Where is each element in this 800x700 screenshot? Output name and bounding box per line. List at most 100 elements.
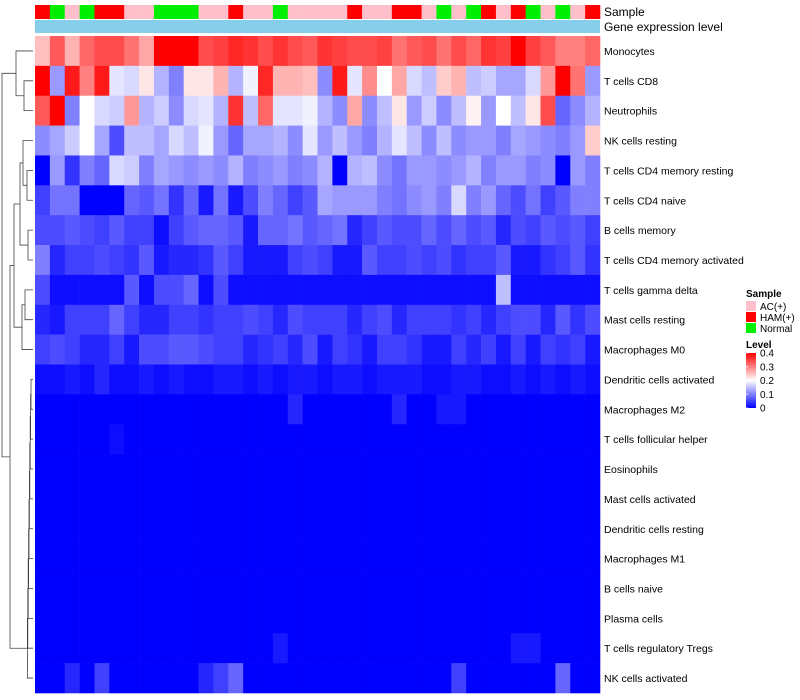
heatmap-cell bbox=[525, 633, 541, 664]
heatmap-cell bbox=[495, 424, 512, 455]
heatmap-cell bbox=[436, 95, 452, 126]
heatmap-cell bbox=[213, 513, 229, 544]
heatmap-cell bbox=[585, 364, 601, 395]
heatmap-cell bbox=[302, 603, 318, 634]
sample-annotation-cell bbox=[302, 5, 318, 19]
heatmap-cell bbox=[139, 364, 155, 395]
heatmap-cell bbox=[436, 663, 452, 694]
heatmap-cell bbox=[317, 274, 333, 306]
heatmap-cell bbox=[153, 364, 170, 395]
heatmap-cell bbox=[64, 424, 80, 455]
heatmap-cell bbox=[183, 334, 199, 365]
heatmap-cell bbox=[555, 424, 571, 455]
heatmap-cell bbox=[302, 245, 318, 276]
heatmap-cell bbox=[109, 65, 125, 97]
heatmap-cell bbox=[362, 483, 378, 515]
heatmap-cell bbox=[109, 513, 125, 544]
heatmap-cell bbox=[287, 245, 303, 276]
heatmap-cell bbox=[94, 245, 110, 276]
heatmap-cell bbox=[228, 454, 244, 485]
heatmap-cell bbox=[183, 215, 199, 246]
heatmap-cell bbox=[362, 185, 378, 216]
heatmap-cell bbox=[272, 543, 289, 574]
heatmap-cell bbox=[451, 454, 467, 485]
heatmap-cell bbox=[347, 36, 363, 67]
heatmap-cell bbox=[258, 543, 274, 574]
heatmap-cell bbox=[49, 483, 66, 515]
heatmap-cell bbox=[540, 513, 556, 544]
heatmap-cell bbox=[466, 95, 482, 126]
heatmap-cell bbox=[495, 513, 512, 544]
heatmap-cell bbox=[243, 424, 259, 455]
heatmap-cell bbox=[258, 454, 274, 485]
heatmap-cell bbox=[139, 274, 155, 306]
heatmap-cell bbox=[466, 36, 482, 67]
heatmap-cell bbox=[198, 334, 214, 365]
heatmap-cell bbox=[243, 125, 259, 156]
row-label: Dendritic cells resting bbox=[604, 524, 704, 536]
heatmap-cell bbox=[79, 394, 95, 425]
heatmap-cell bbox=[272, 185, 289, 216]
heatmap-cell bbox=[481, 483, 497, 515]
heatmap-cell bbox=[198, 663, 214, 694]
heatmap-cell bbox=[139, 573, 155, 604]
heatmap-cell bbox=[258, 185, 274, 216]
heatmap-cell bbox=[317, 185, 333, 216]
heatmap-cell bbox=[376, 424, 393, 455]
heatmap-cell bbox=[139, 603, 155, 634]
heatmap-cell bbox=[451, 633, 467, 664]
heatmap-cell bbox=[79, 424, 95, 455]
heatmap-cell bbox=[510, 633, 526, 664]
sample-legend-swatch bbox=[746, 301, 756, 311]
heatmap-cell bbox=[139, 185, 155, 216]
heatmap-cell bbox=[510, 454, 526, 485]
heatmap-cell bbox=[302, 95, 318, 126]
heatmap-cell bbox=[198, 185, 214, 216]
heatmap-cell bbox=[585, 304, 601, 335]
heatmap-cell bbox=[213, 573, 229, 604]
heatmap-cell bbox=[302, 364, 318, 395]
heatmap-cell bbox=[332, 185, 348, 216]
heatmap-cell bbox=[258, 573, 274, 604]
heatmap-cell bbox=[347, 185, 363, 216]
heatmap-cell bbox=[213, 304, 229, 335]
heatmap-cell bbox=[317, 95, 333, 126]
heatmap-cell bbox=[272, 633, 289, 664]
heatmap-cell bbox=[228, 424, 244, 455]
dendrogram-link bbox=[26, 169, 33, 201]
heatmap-cell bbox=[406, 633, 422, 664]
heatmap-cell bbox=[168, 394, 184, 425]
heatmap-cell bbox=[139, 424, 155, 455]
heatmap-cell bbox=[466, 364, 482, 395]
heatmap-cell bbox=[406, 185, 422, 216]
heatmap-cell bbox=[585, 125, 601, 156]
heatmap-cell bbox=[406, 155, 422, 186]
heatmap-cell bbox=[317, 483, 333, 515]
heatmap-cell bbox=[362, 245, 378, 276]
heatmap-cell bbox=[332, 36, 348, 67]
row-label: B cells naive bbox=[604, 583, 663, 595]
heatmap-cell bbox=[243, 245, 259, 276]
heatmap-cell bbox=[391, 95, 408, 126]
heatmap-cell bbox=[451, 125, 467, 156]
heatmap-cell bbox=[228, 513, 244, 544]
heatmap-cell bbox=[466, 155, 482, 186]
heatmap-cell bbox=[391, 65, 408, 97]
heatmap-cell bbox=[124, 65, 140, 97]
heatmap-cell bbox=[198, 543, 214, 574]
heatmap-cell bbox=[139, 454, 155, 485]
heatmap-cell bbox=[510, 95, 526, 126]
heatmap-cells bbox=[35, 36, 601, 694]
level-tick-label: 0.1 bbox=[760, 390, 774, 401]
heatmap-cell bbox=[287, 185, 303, 216]
heatmap-cell bbox=[287, 65, 303, 97]
heatmap-cell bbox=[228, 483, 244, 515]
heatmap-cell bbox=[272, 663, 289, 694]
heatmap-cell bbox=[153, 424, 170, 455]
heatmap-cell bbox=[243, 334, 259, 365]
heatmap-cell bbox=[421, 663, 437, 694]
heatmap-cell bbox=[540, 274, 556, 306]
heatmap-cell bbox=[35, 394, 51, 425]
heatmap-cell bbox=[64, 95, 80, 126]
row-label: T cells CD8 bbox=[604, 76, 658, 88]
